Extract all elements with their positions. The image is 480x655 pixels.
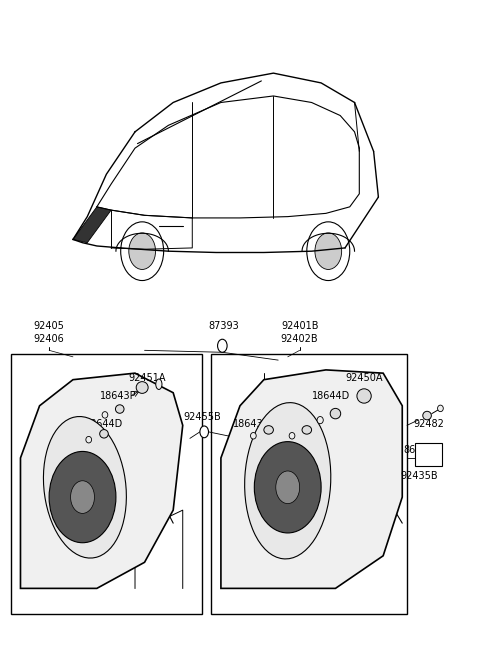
Text: 18643D: 18643D (233, 419, 271, 428)
Circle shape (254, 441, 321, 533)
Text: 92451A: 92451A (128, 373, 166, 383)
Ellipse shape (43, 417, 126, 558)
Text: 18644D: 18644D (85, 419, 123, 428)
Text: 92435B: 92435B (400, 471, 438, 481)
Text: 92401B: 92401B (281, 321, 318, 331)
Circle shape (49, 451, 116, 543)
Ellipse shape (136, 382, 148, 394)
Text: 92482: 92482 (413, 419, 444, 428)
Circle shape (217, 339, 227, 352)
Ellipse shape (423, 411, 432, 420)
Text: 92405: 92405 (34, 321, 64, 331)
FancyBboxPatch shape (11, 354, 202, 614)
Text: 87393: 87393 (208, 321, 239, 331)
Ellipse shape (357, 389, 371, 403)
Ellipse shape (289, 432, 295, 439)
Ellipse shape (102, 411, 108, 418)
Ellipse shape (438, 405, 444, 411)
Circle shape (307, 222, 350, 280)
Text: 92455B: 92455B (183, 412, 221, 422)
Ellipse shape (302, 426, 312, 434)
Polygon shape (73, 207, 111, 243)
Circle shape (276, 471, 300, 504)
Text: 92450A: 92450A (345, 373, 383, 383)
FancyBboxPatch shape (211, 354, 407, 614)
Text: 92406: 92406 (34, 334, 64, 344)
Polygon shape (221, 370, 402, 588)
Ellipse shape (86, 436, 92, 443)
FancyBboxPatch shape (415, 443, 442, 466)
Circle shape (120, 222, 164, 280)
Text: 86839: 86839 (404, 445, 434, 455)
Text: 18644F: 18644F (277, 419, 313, 428)
Text: 18643P: 18643P (100, 390, 137, 401)
Ellipse shape (330, 408, 341, 419)
Circle shape (315, 233, 342, 269)
Circle shape (200, 426, 208, 438)
Ellipse shape (156, 379, 162, 390)
Polygon shape (21, 373, 183, 588)
Circle shape (71, 481, 95, 514)
Ellipse shape (251, 432, 256, 439)
Ellipse shape (264, 426, 274, 434)
Text: 92402B: 92402B (281, 334, 318, 344)
Ellipse shape (100, 430, 108, 438)
Ellipse shape (116, 405, 124, 413)
Circle shape (129, 233, 156, 269)
Text: 18644D: 18644D (312, 390, 350, 401)
Ellipse shape (245, 403, 331, 559)
Ellipse shape (317, 417, 323, 424)
